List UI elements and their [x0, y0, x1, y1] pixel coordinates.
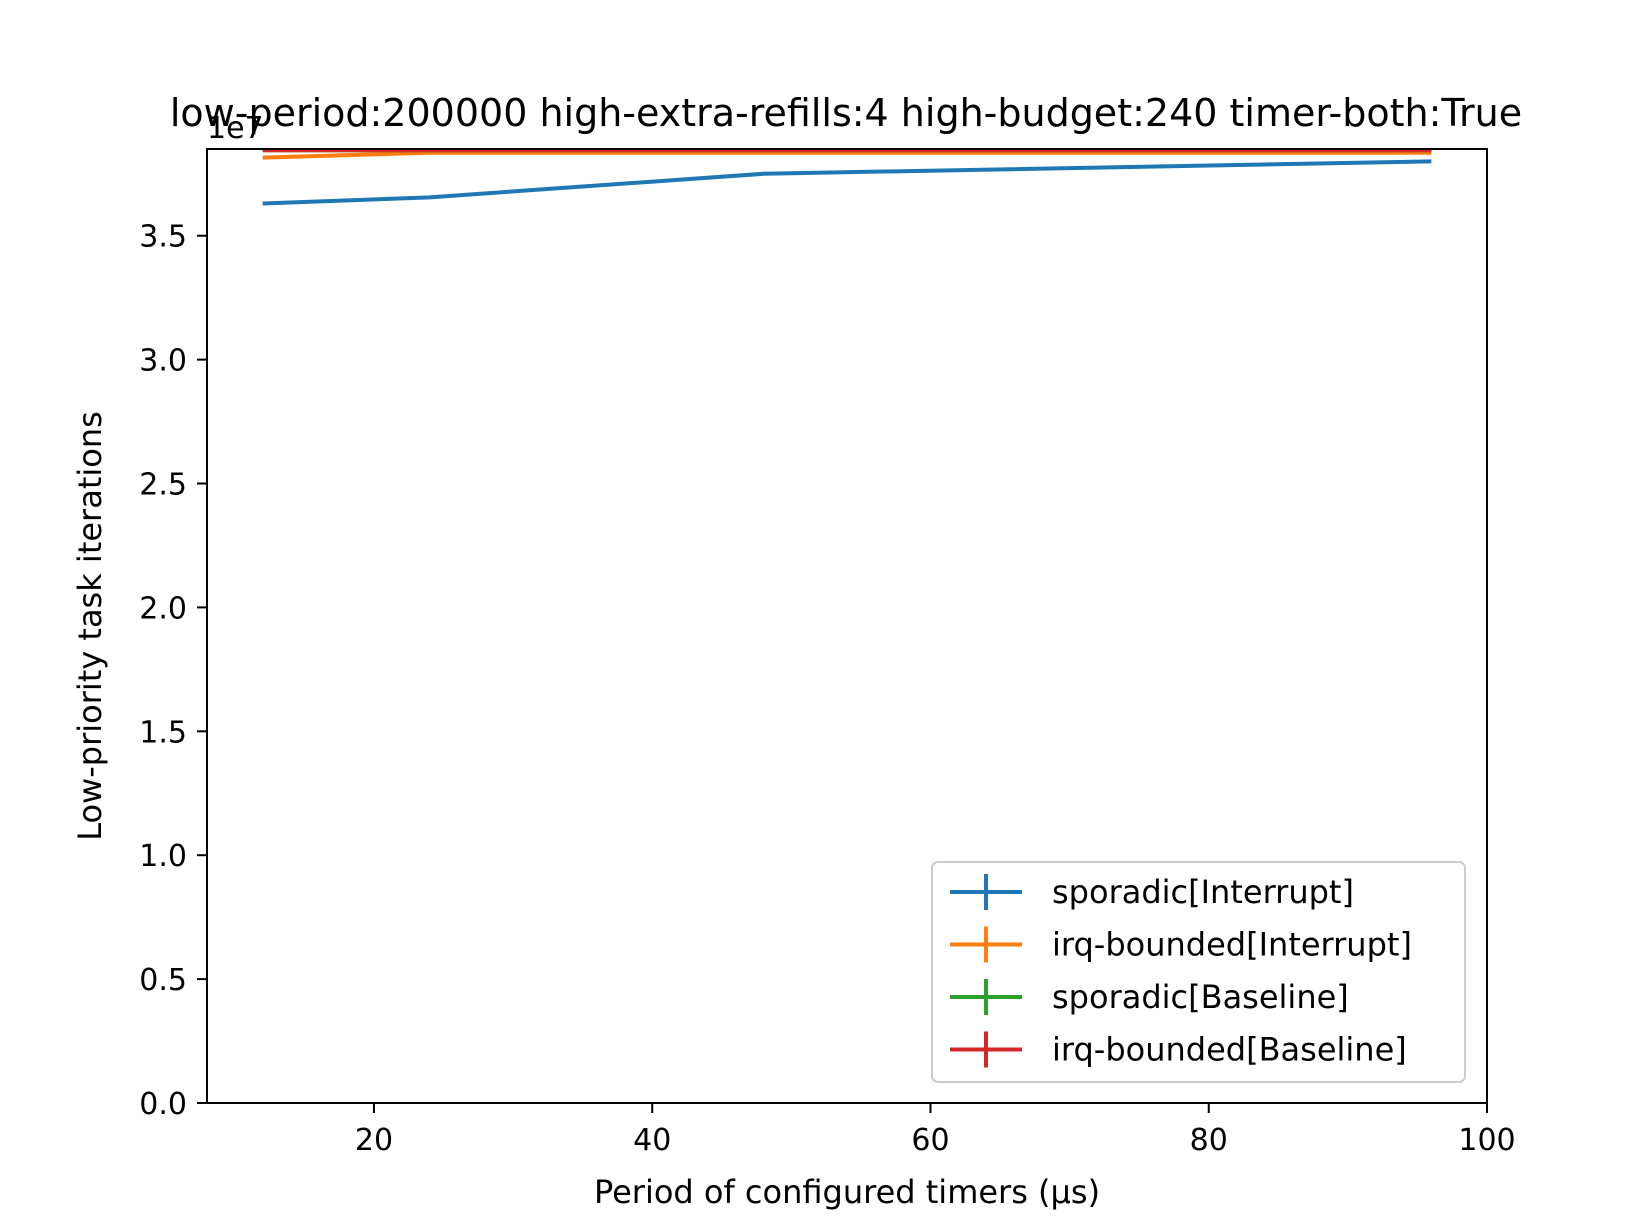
legend-entry: sporadic[Interrupt]: [950, 873, 1354, 911]
legend-entry: irq-bounded[Interrupt]: [950, 926, 1412, 964]
legend-label: irq-bounded[Baseline]: [1052, 1031, 1407, 1069]
x-tick-label: 100: [1458, 1123, 1515, 1158]
y-axis-label: Low-priority task iterations: [71, 411, 109, 841]
series-line-2: [262, 150, 1432, 160]
legend-box: [931, 861, 1466, 1083]
y-axis: 0.0 0.5 1.0 1.5 2.0 2.5 3.0 3.5: [139, 220, 207, 1122]
x-tick-label: 40: [633, 1123, 671, 1158]
x-tick-label: 60: [911, 1123, 949, 1158]
legend-entry: sporadic[Baseline]: [950, 978, 1349, 1016]
series-line-1: [262, 159, 1432, 206]
y-tick-label: 0.5: [139, 963, 187, 998]
y-tick-label: 2.5: [139, 468, 187, 503]
x-tick-label: 20: [355, 1123, 393, 1158]
legend-label: irq-bounded[Interrupt]: [1052, 926, 1412, 964]
legend-label: sporadic[Interrupt]: [1052, 873, 1354, 911]
chart-title: low-period:200000 high-extra-refills:4 h…: [170, 91, 1522, 135]
y-tick-label: 3.0: [139, 344, 187, 379]
legend-label: sporadic[Baseline]: [1052, 978, 1349, 1016]
y-tick-label: 1.0: [139, 839, 187, 874]
legend-entry: irq-bounded[Baseline]: [950, 1031, 1407, 1069]
y-tick-label: 3.5: [139, 220, 187, 255]
y-offset-label: 1e7: [207, 111, 264, 146]
y-tick-label: 1.5: [139, 715, 187, 750]
y-tick-label: 2.0: [139, 591, 187, 626]
x-axis-label: Period of configured timers (μs): [594, 1173, 1100, 1211]
y-tick-label: 0.0: [139, 1087, 187, 1122]
legend: sporadic[Interrupt] irq-bounded[Interrupt…: [931, 861, 1466, 1083]
x-axis: 20 40 60 80 100: [355, 1103, 1516, 1158]
series-layer: [262, 148, 1432, 206]
plot-frame: [206, 148, 1488, 1104]
x-tick-label: 80: [1190, 1123, 1228, 1158]
